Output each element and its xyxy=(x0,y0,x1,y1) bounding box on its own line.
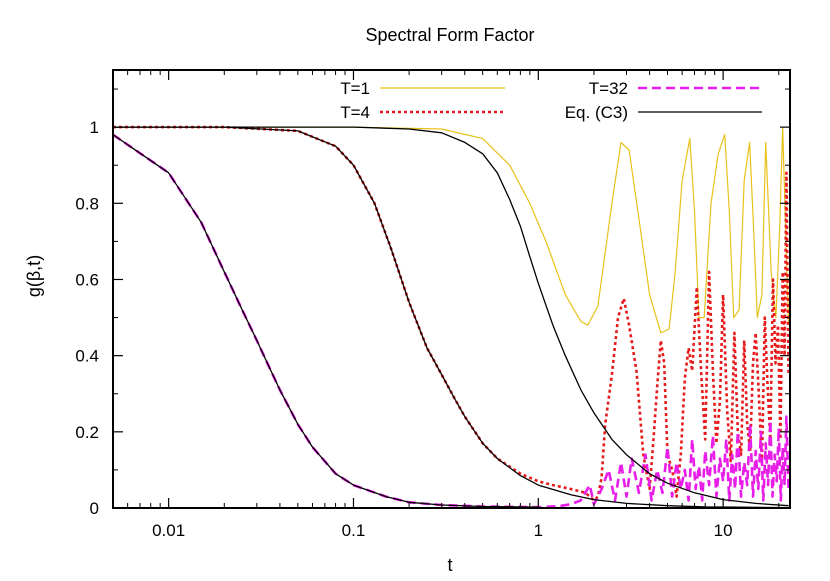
x-axis-label: t xyxy=(447,555,452,575)
axis-tick-labels: 0.01 0.1 1 10 0 0.2 0.4 0.6 0.8 1 xyxy=(75,118,732,540)
legend-label-t-1: T=1 xyxy=(340,79,370,98)
chart-title: Spectral Form Factor xyxy=(365,25,534,45)
legend-label-eq-c3: Eq. (C3) xyxy=(565,103,628,122)
y-tick-label: 0.6 xyxy=(75,270,99,289)
series-line-eq-c3-2 xyxy=(113,126,789,508)
series-line-eq-c3-3 xyxy=(113,126,789,507)
y-tick-label: 0.8 xyxy=(75,194,99,213)
plot-curves xyxy=(113,125,790,508)
series-line-t-4 xyxy=(113,125,790,502)
y-tick-label: 1 xyxy=(90,118,99,137)
plot-frame xyxy=(112,69,791,509)
legend-label-t-4: T=4 xyxy=(340,103,370,122)
y-tick-label: 0 xyxy=(90,499,99,518)
x-tick-label: 1 xyxy=(534,521,543,540)
y-tick-label: 0.2 xyxy=(75,423,99,442)
y-axis-label: g(β,t) xyxy=(24,255,44,297)
x-tick-label: 0.01 xyxy=(152,521,185,540)
x-tick-label: 10 xyxy=(714,521,733,540)
x-tick-label: 0.1 xyxy=(342,521,366,540)
series-line-t-32 xyxy=(113,133,790,508)
series-line-eq-c3-1 xyxy=(113,134,539,508)
y-tick-label: 0.4 xyxy=(75,347,99,366)
legend: T=1 T=4 T=32 Eq. (C3) xyxy=(340,79,762,122)
legend-label-t-32: T=32 xyxy=(589,79,628,98)
series-line-t-1 xyxy=(113,126,790,334)
axis-ticks xyxy=(112,70,790,509)
